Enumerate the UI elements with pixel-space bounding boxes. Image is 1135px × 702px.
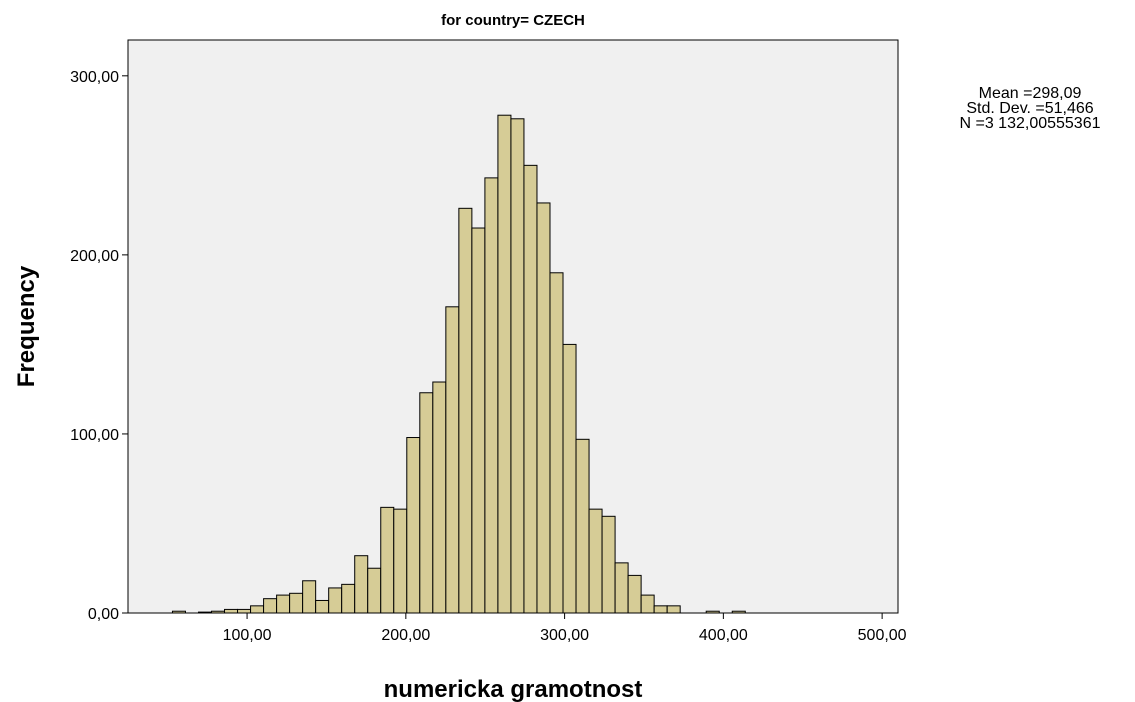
histogram-bar [341,583,356,614]
x-tick-label: 200,00 [381,627,430,644]
x-axis-label: numericka gramotnost [384,676,643,702]
histogram-bar [601,515,616,614]
histogram-bar [614,562,629,614]
histogram-bar [197,611,213,614]
x-tick-label: 400,00 [699,627,748,644]
y-tick-label: 0,00 [88,606,119,623]
histogram-bar [458,207,473,614]
histogram-bar [250,605,265,614]
y-tick-label: 300,00 [70,69,119,86]
histogram-bar [315,599,330,614]
histogram-bar [276,594,291,614]
histogram-bar [575,438,590,614]
y-tick-label: 100,00 [70,427,119,444]
histogram-bar [731,610,746,614]
histogram-bar [484,177,499,614]
histogram-bar [171,610,186,614]
histogram-bar [393,508,408,614]
histogram-bar [224,608,239,614]
histogram-bar [653,605,668,614]
histogram-bar [380,506,395,614]
histogram-bar [354,555,369,614]
histogram-bar [263,598,278,614]
histogram-bar [562,343,577,614]
histogram-bar [471,227,486,614]
histogram-bar [406,437,421,614]
x-tick-label: 500,00 [858,627,907,644]
histogram-bar [367,567,382,614]
std-dev-stat: Std. Dev. =51,466 [966,100,1094,117]
statistics-box: Mean =298,09 Std. Dev. =51,466 N =3 132,… [940,85,1120,132]
histogram-bar [211,610,226,614]
mean-stat: Mean =298,09 [978,85,1082,102]
bars-group [171,114,746,614]
histogram-bar [432,381,447,614]
axes-group: 0,00 100,00 200,00 300,00 100,00 200,00 300,00… [70,69,907,644]
histogram-bar [237,608,252,614]
histogram-bar [549,272,564,614]
histogram-bar [289,592,304,614]
histogram-bar [445,306,460,614]
histogram-bar [523,164,538,614]
y-tick-label: 200,00 [70,248,119,265]
histogram-bar [536,202,551,614]
chart-title: for country= CZECH [441,12,585,29]
n-stat: N =3 132,00555361 [959,115,1101,132]
x-tick-label: 300,00 [540,627,589,644]
histogram-bar [497,114,512,614]
histogram-bar [302,580,317,614]
histogram-bar [419,392,434,614]
y-axis-label: Frequency [13,265,40,387]
x-tick-label: 100,00 [223,627,272,644]
histogram-bar [705,610,720,614]
histogram-bar [588,508,603,614]
histogram-bar [328,587,343,614]
histogram-bar [640,594,655,614]
histogram-bar [510,118,525,614]
histogram-bar [627,574,642,614]
histogram-bar [666,605,681,614]
